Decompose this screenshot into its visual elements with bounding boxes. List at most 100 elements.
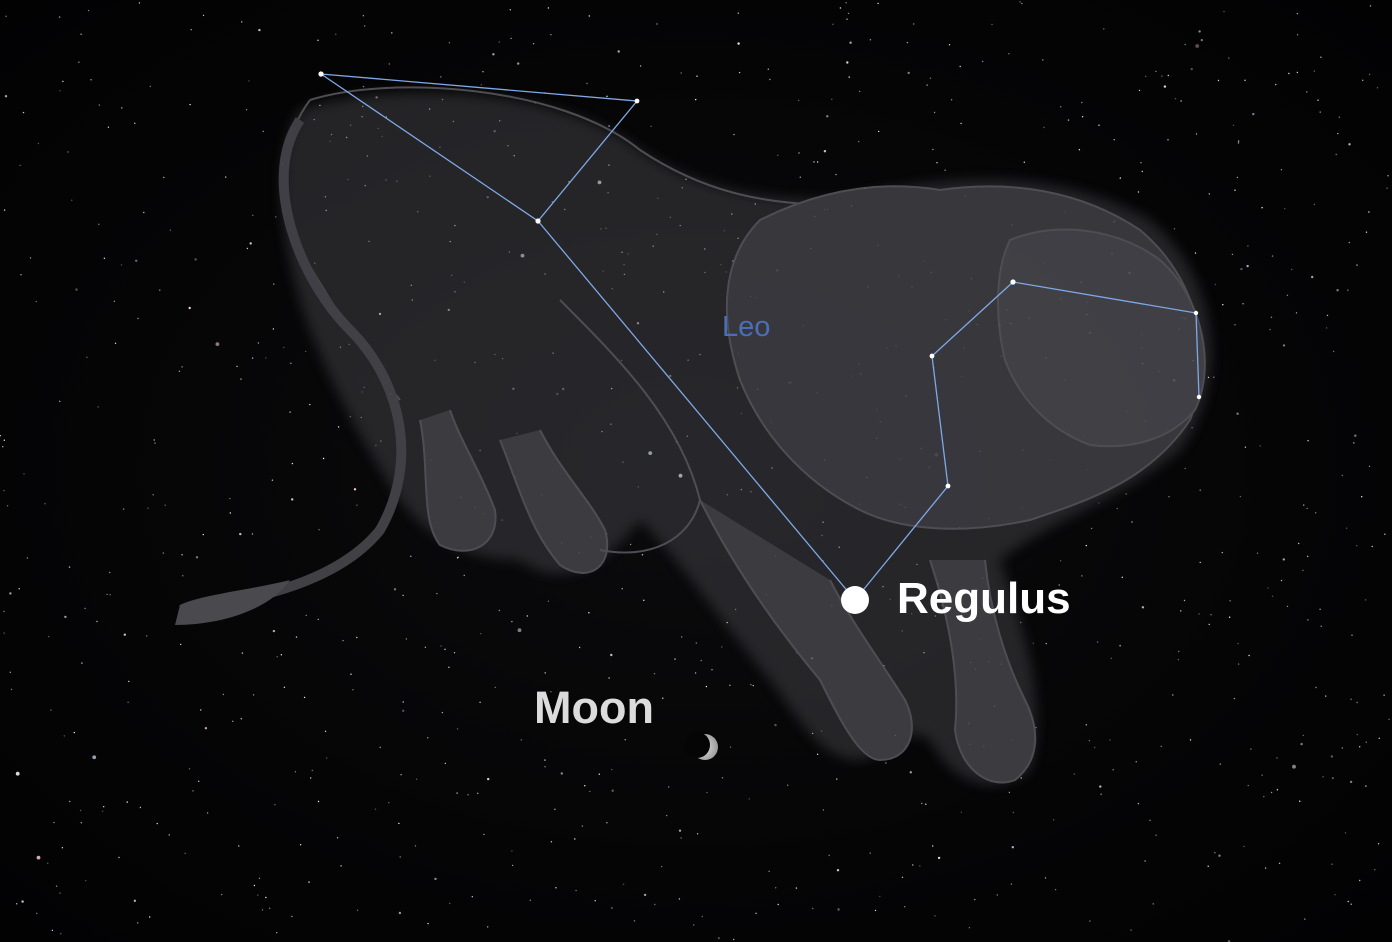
background-star xyxy=(907,71,910,75)
background-star xyxy=(1271,595,1274,597)
background-star xyxy=(1338,116,1341,118)
background-star xyxy=(1081,116,1084,118)
background-star xyxy=(398,822,400,825)
background-star xyxy=(816,161,819,163)
background-star xyxy=(251,357,254,359)
background-star xyxy=(1161,75,1163,77)
constellation-lines xyxy=(320,73,1200,601)
constellation-star xyxy=(318,71,324,77)
background-star xyxy=(526,615,528,617)
background-star xyxy=(1232,124,1235,127)
background-star xyxy=(1010,883,1013,885)
background-star xyxy=(832,23,834,25)
background-star xyxy=(510,37,512,40)
background-star xyxy=(245,109,248,111)
background-star xyxy=(1019,1,1021,3)
background-star xyxy=(67,151,69,153)
background-star xyxy=(3,209,6,211)
background-star xyxy=(229,512,231,514)
background-star xyxy=(64,615,67,619)
background-star xyxy=(1199,561,1201,564)
background-star xyxy=(511,864,514,867)
background-star xyxy=(1319,111,1321,113)
background-star xyxy=(937,856,941,860)
background-star xyxy=(79,809,82,812)
background-star xyxy=(906,41,909,44)
background-star xyxy=(3,632,5,634)
background-star xyxy=(748,798,750,800)
background-star xyxy=(137,922,139,924)
background-star xyxy=(1096,641,1099,643)
background-star xyxy=(248,80,250,82)
background-star xyxy=(415,778,418,780)
background-star xyxy=(3,610,5,613)
background-star xyxy=(20,274,22,276)
background-star xyxy=(241,652,244,654)
background-star xyxy=(289,411,291,413)
background-star xyxy=(701,915,703,918)
background-star xyxy=(1058,584,1060,586)
background-star xyxy=(795,887,798,889)
background-star xyxy=(257,894,259,896)
background-star xyxy=(633,920,636,922)
background-star xyxy=(1369,5,1372,7)
background-star xyxy=(317,800,320,803)
background-star xyxy=(154,442,156,444)
background-star xyxy=(1286,605,1289,608)
background-star xyxy=(594,900,596,902)
background-star xyxy=(0,435,1,437)
background-star xyxy=(846,18,848,20)
background-star xyxy=(733,938,735,941)
background-star xyxy=(1011,846,1014,849)
background-star xyxy=(1234,324,1236,326)
background-star xyxy=(35,300,37,303)
background-star xyxy=(1125,493,1127,495)
background-star xyxy=(550,34,552,36)
background-star xyxy=(337,426,340,428)
background-star xyxy=(1059,560,1062,562)
background-star xyxy=(1218,854,1221,857)
background-star xyxy=(308,881,310,883)
background-star xyxy=(661,865,663,868)
background-star xyxy=(1236,412,1239,415)
background-star xyxy=(1368,73,1371,76)
background-star xyxy=(1246,264,1249,268)
background-star xyxy=(1138,89,1141,92)
background-star xyxy=(1052,819,1055,821)
background-star xyxy=(317,39,319,41)
background-star xyxy=(479,701,481,703)
background-star xyxy=(831,98,833,101)
background-star xyxy=(622,883,625,885)
background-star xyxy=(276,656,278,658)
background-star xyxy=(1174,98,1177,100)
background-star xyxy=(291,498,294,501)
background-star xyxy=(1090,527,1093,530)
background-star xyxy=(1286,294,1289,296)
background-star xyxy=(252,694,255,696)
background-star xyxy=(78,61,80,63)
background-star xyxy=(494,686,496,689)
background-star xyxy=(1119,645,1121,647)
background-star xyxy=(1376,87,1379,89)
background-star xyxy=(85,879,87,882)
background-star xyxy=(399,856,401,858)
background-star xyxy=(1298,542,1300,545)
regulus-star-marker xyxy=(841,586,869,614)
background-star xyxy=(858,140,860,143)
background-star xyxy=(261,909,264,911)
background-star xyxy=(194,258,197,261)
background-star xyxy=(400,774,402,776)
background-star xyxy=(440,645,442,647)
background-star xyxy=(586,82,588,85)
background-star xyxy=(1044,877,1047,879)
background-star xyxy=(1319,608,1321,610)
background-star xyxy=(705,685,708,688)
background-star xyxy=(996,894,998,896)
background-star xyxy=(950,99,953,101)
background-star xyxy=(674,658,676,660)
background-star xyxy=(737,12,739,14)
background-star xyxy=(641,554,644,556)
background-star xyxy=(1303,504,1305,506)
background-star xyxy=(291,915,293,918)
background-star xyxy=(283,686,286,688)
